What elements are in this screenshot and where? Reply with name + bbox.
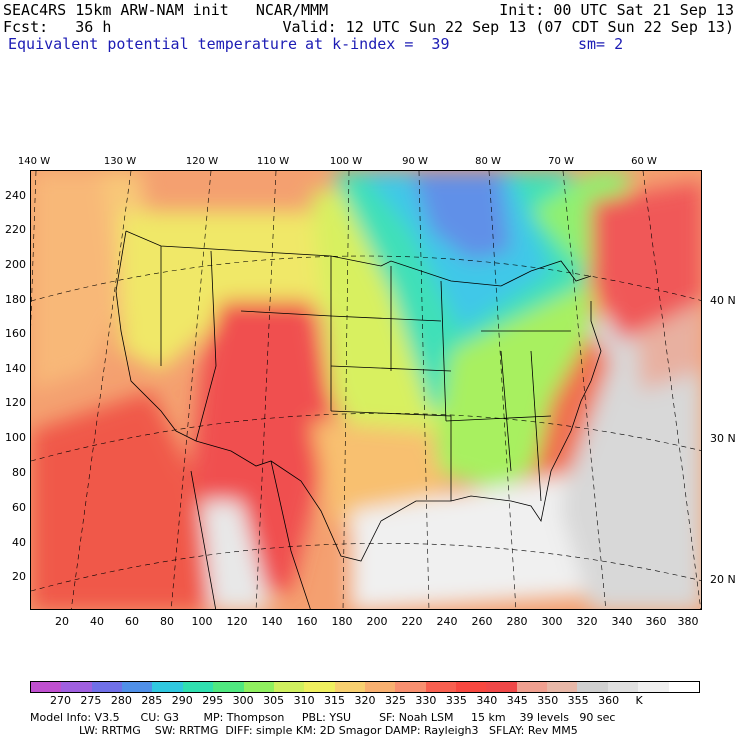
x-tick: 100 [191,615,213,628]
colorbar-label: 355 [567,694,589,707]
x-tick: 320 [576,615,598,628]
colorbar-label: 320 [354,694,376,707]
lon-label: 100 W [329,156,363,167]
boundaries [115,230,602,609]
lon-label: 110 W [256,156,290,167]
colorbar-label: 360 [598,694,620,707]
colorbar-swatch [61,682,92,692]
colorbar-label: 305 [263,694,285,707]
lon-label: 90 W [402,156,428,167]
x-tick: 240 [436,615,458,628]
colorbar-label: 315 [324,694,346,707]
colorbar-label: 300 [232,694,254,707]
k-index: at k-index = 39 [305,35,450,53]
x-tick: 300 [541,615,563,628]
x-tick: 140 [261,615,283,628]
colorbar-swatch [273,682,305,692]
colorbar-label: K [635,694,643,707]
lon-label: 130 W [103,156,137,167]
colorbar-swatch [334,682,365,692]
colorbar-swatch [547,682,578,692]
colorbar-swatch [395,682,426,692]
colorbar-swatch [243,682,274,692]
lon-label: 70 W [548,156,574,167]
x-tick: 160 [296,615,318,628]
model-physics: LW: RRTMG SW: RRTMG DIFF: simple KM: 2D … [30,724,578,737]
lat-label: 30 N [710,432,736,445]
x-tick: 120 [226,615,248,628]
x-tick: 260 [471,615,493,628]
y-tick: 200 [5,258,26,271]
graticule [31,171,701,609]
colorbar-label: 335 [445,694,467,707]
x-tick: 80 [160,615,174,628]
model-info: Model Info: V3.5 CU: G3 MP: Thompson PBL… [30,711,616,724]
colorbar-swatch [516,682,548,692]
x-tick: 20 [55,615,69,628]
colorbar-swatch [638,682,669,692]
smoothing: sm= 2 [578,35,624,53]
x-tick: 280 [506,615,528,628]
y-tick: 180 [5,293,26,306]
x-tick: 60 [125,615,139,628]
x-tick: 340 [611,615,633,628]
colorbar-label: 330 [415,694,437,707]
lon-label: 80 W [475,156,501,167]
colorbar-swatch [364,682,396,692]
colorbar-swatch [668,682,699,692]
field-name: Equivalent potential temperature [8,35,297,53]
y-tick: 40 [12,536,26,549]
colorbar-swatch [91,682,123,692]
header-title: SEAC4RS 15km ARW-NAM init NCAR/MMM [3,1,329,19]
colorbar-label: 310 [293,694,315,707]
y-tick: 160 [5,327,26,340]
colorbar-label: 295 [202,694,224,707]
colorbar-label: 350 [537,694,559,707]
colorbar-swatch [577,682,608,692]
lon-label: 140 W [17,156,51,167]
lon-label: 60 W [631,156,657,167]
colorbar-swatch [607,682,639,692]
colorbar-swatch [486,682,517,692]
colorbar-swatch [31,682,62,692]
colorbar-label: 290 [171,694,193,707]
colorbar-swatch [456,682,487,692]
y-tick: 80 [12,466,26,479]
colorbar-swatch [304,682,335,692]
init-time: Init: 00 UTC Sat 21 Sep 13 [499,1,734,19]
colorbar-swatch [425,682,457,692]
y-tick: 20 [12,570,26,583]
colorbar-label: 340 [476,694,498,707]
lon-label: 120 W [185,156,219,167]
x-tick: 40 [90,615,104,628]
colorbar-label: 285 [141,694,163,707]
colorbar-swatch [122,682,153,692]
y-tick: 100 [5,431,26,444]
y-tick: 140 [5,362,26,375]
map-panel [30,170,702,610]
colorbar-label: 280 [110,694,132,707]
y-tick: 240 [5,189,26,202]
lat-label: 20 N [710,573,736,586]
x-tick: 180 [331,615,353,628]
x-tick: 380 [677,615,699,628]
colorbar-label: 270 [49,694,71,707]
lat-label: 40 N [710,294,736,307]
colorbar [30,681,700,693]
y-tick: 220 [5,223,26,236]
x-tick: 220 [401,615,423,628]
x-tick: 360 [645,615,667,628]
x-tick: 200 [366,615,388,628]
y-tick: 120 [5,396,26,409]
forecast-hour: Fcst: 36 h [3,18,112,36]
map-canvas [31,171,701,609]
colorbar-swatch [152,682,183,692]
colorbar-label: 345 [506,694,528,707]
colorbar-label: 325 [384,694,406,707]
colorbar-label: 275 [80,694,102,707]
colorbar-swatch [182,682,214,692]
y-tick: 60 [12,501,26,514]
valid-time: Valid: 12 UTC Sun 22 Sep 13 (07 CDT Sun … [282,18,734,36]
colorbar-swatch [213,682,244,692]
